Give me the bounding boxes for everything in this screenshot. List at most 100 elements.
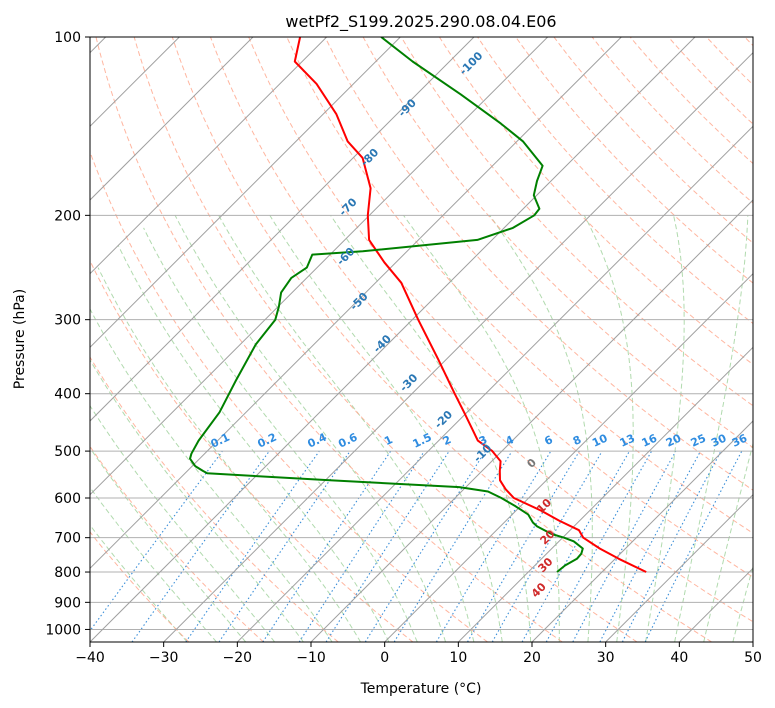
moist-adiabat (174, 215, 446, 642)
isotherm-line (90, 37, 696, 642)
y-tick-label: 500 (54, 444, 81, 460)
moist-adiabat (330, 215, 532, 642)
dry-adiabat-label: -50 (347, 290, 370, 313)
mixing-ratio-label: 13 (618, 432, 637, 450)
mixing-ratio-line (325, 450, 450, 642)
plot-area: -100-90-80-70-60-50-40-30-20-100.1 0.2 0.4… (90, 37, 753, 642)
mixing-ratio-label: 10 (590, 431, 610, 449)
isotherm-line (163, 51, 753, 642)
dry-adiabat (133, 37, 638, 642)
y-tick-label: 700 (54, 531, 81, 547)
dry-adiabat (90, 531, 190, 642)
y-tick-label: 100 (54, 30, 81, 46)
dry-adiabat (286, 37, 753, 534)
plot-frame (89, 36, 754, 643)
isotherm-line (384, 272, 753, 642)
x-tick-label: −40 (75, 650, 105, 666)
mixing-ratio-line (364, 450, 486, 642)
moist-adiabat (218, 215, 475, 642)
y-tick-label: 1000 (45, 622, 81, 638)
x-tick-label: 10 (449, 650, 467, 666)
moist-adiabat (583, 215, 634, 642)
x-tick-label: 20 (523, 650, 541, 666)
x-axis-ticks: −40 −30 −20 −10 0 10 20 30 40 50 (75, 642, 762, 666)
isotherm-line (605, 493, 753, 642)
mixing-ratio-label: 4 (504, 433, 517, 448)
mixing-ratio-label: 0.4 (306, 430, 329, 450)
moist-adiabat (489, 215, 593, 642)
dry-adiabat (706, 37, 753, 86)
isotherm-line (90, 37, 328, 275)
isotherm-gridlines (90, 37, 753, 642)
dry-adiabat-label: -60 (334, 245, 357, 268)
y-axis-ticks: 100 200 300 400 500 600 700 800 900 1000 (45, 30, 90, 638)
moist-adiabat (90, 447, 247, 642)
chart-title: wetPf2_S199.2025.290.08.04.E06 (285, 12, 556, 32)
dry-adiabat (591, 37, 753, 204)
dry-adiabat (438, 37, 753, 365)
moist-adiabat (645, 215, 685, 642)
x-tick-label: −10 (296, 650, 326, 666)
mixing-ratio-label: 0.2 (256, 431, 279, 451)
temperature-line (293, 37, 647, 573)
mixing-ratio-label: 1.5 (411, 431, 434, 451)
y-tick-label: 300 (54, 313, 81, 329)
y-tick-label: 200 (54, 208, 81, 224)
mixing-ratio-label: 6 (542, 433, 555, 448)
moist-adiabats (90, 215, 753, 642)
dry-adiabat (171, 37, 712, 642)
mixing-ratio-line (599, 450, 701, 642)
dry-adiabat-label: -30 (397, 371, 420, 394)
x-tick-label: 50 (744, 650, 762, 666)
moist-adiabat (90, 486, 217, 642)
mixing-ratio-line (90, 450, 223, 632)
isotherm-line (236, 125, 753, 642)
y-tick-label: 600 (54, 491, 81, 507)
mixing-ratio-label: 8 (571, 433, 583, 448)
dry-adiabat (362, 37, 753, 449)
dry-adiabat (324, 37, 753, 491)
moist-adiabat (732, 564, 753, 642)
mixing-ratio-line (521, 450, 630, 642)
x-tick-label: −20 (223, 650, 253, 666)
sounding-traces (189, 37, 647, 573)
dry-adiabat (90, 259, 414, 642)
mixing-ratio-label: 0.6 (336, 430, 359, 450)
dewpoint-line (189, 37, 584, 573)
moist-adiabat (97, 267, 362, 642)
isotherm-line (90, 37, 622, 570)
dry-adiabat (477, 37, 753, 325)
mixing-ratio-line (435, 450, 552, 642)
y-tick-label: 400 (54, 387, 81, 403)
moist-adiabat (403, 215, 560, 642)
moist-adiabat (703, 441, 753, 642)
mixing-ratio-line (545, 450, 653, 642)
isotherm-line (531, 420, 753, 642)
dry-adiabat-label: -90 (396, 96, 419, 119)
moist-adiabat (674, 215, 749, 642)
dry-adiabat (744, 37, 753, 47)
y-tick-label: 900 (54, 595, 81, 611)
isobar-gridlines (90, 37, 753, 630)
mixing-ratio-label: 30 (709, 431, 729, 449)
mixing-ratio-line (393, 450, 513, 642)
mixing-ratio-line (131, 450, 270, 642)
mixing-ratio-line (218, 450, 351, 642)
moist-adiabat (143, 227, 418, 642)
isotherm-line (90, 37, 254, 201)
moist-adiabat-label: 10 (534, 496, 554, 516)
x-tick-label: 40 (670, 650, 688, 666)
mixing-ratio-line (185, 450, 320, 642)
isotherm-line (752, 641, 753, 642)
y-axis-label: Pressure (hPa) (12, 289, 28, 389)
moist-adiabat (90, 308, 333, 642)
moist-adiabat (269, 215, 503, 642)
x-tick-label: 0 (380, 650, 389, 666)
isotherm-line (90, 37, 401, 349)
dry-adiabat (210, 37, 753, 623)
moist-adiabat (90, 524, 188, 642)
isotherm-line (457, 346, 753, 642)
dry-adiabat (90, 445, 264, 642)
dry-adiabat (95, 37, 563, 642)
dry-adiabat (90, 356, 339, 642)
